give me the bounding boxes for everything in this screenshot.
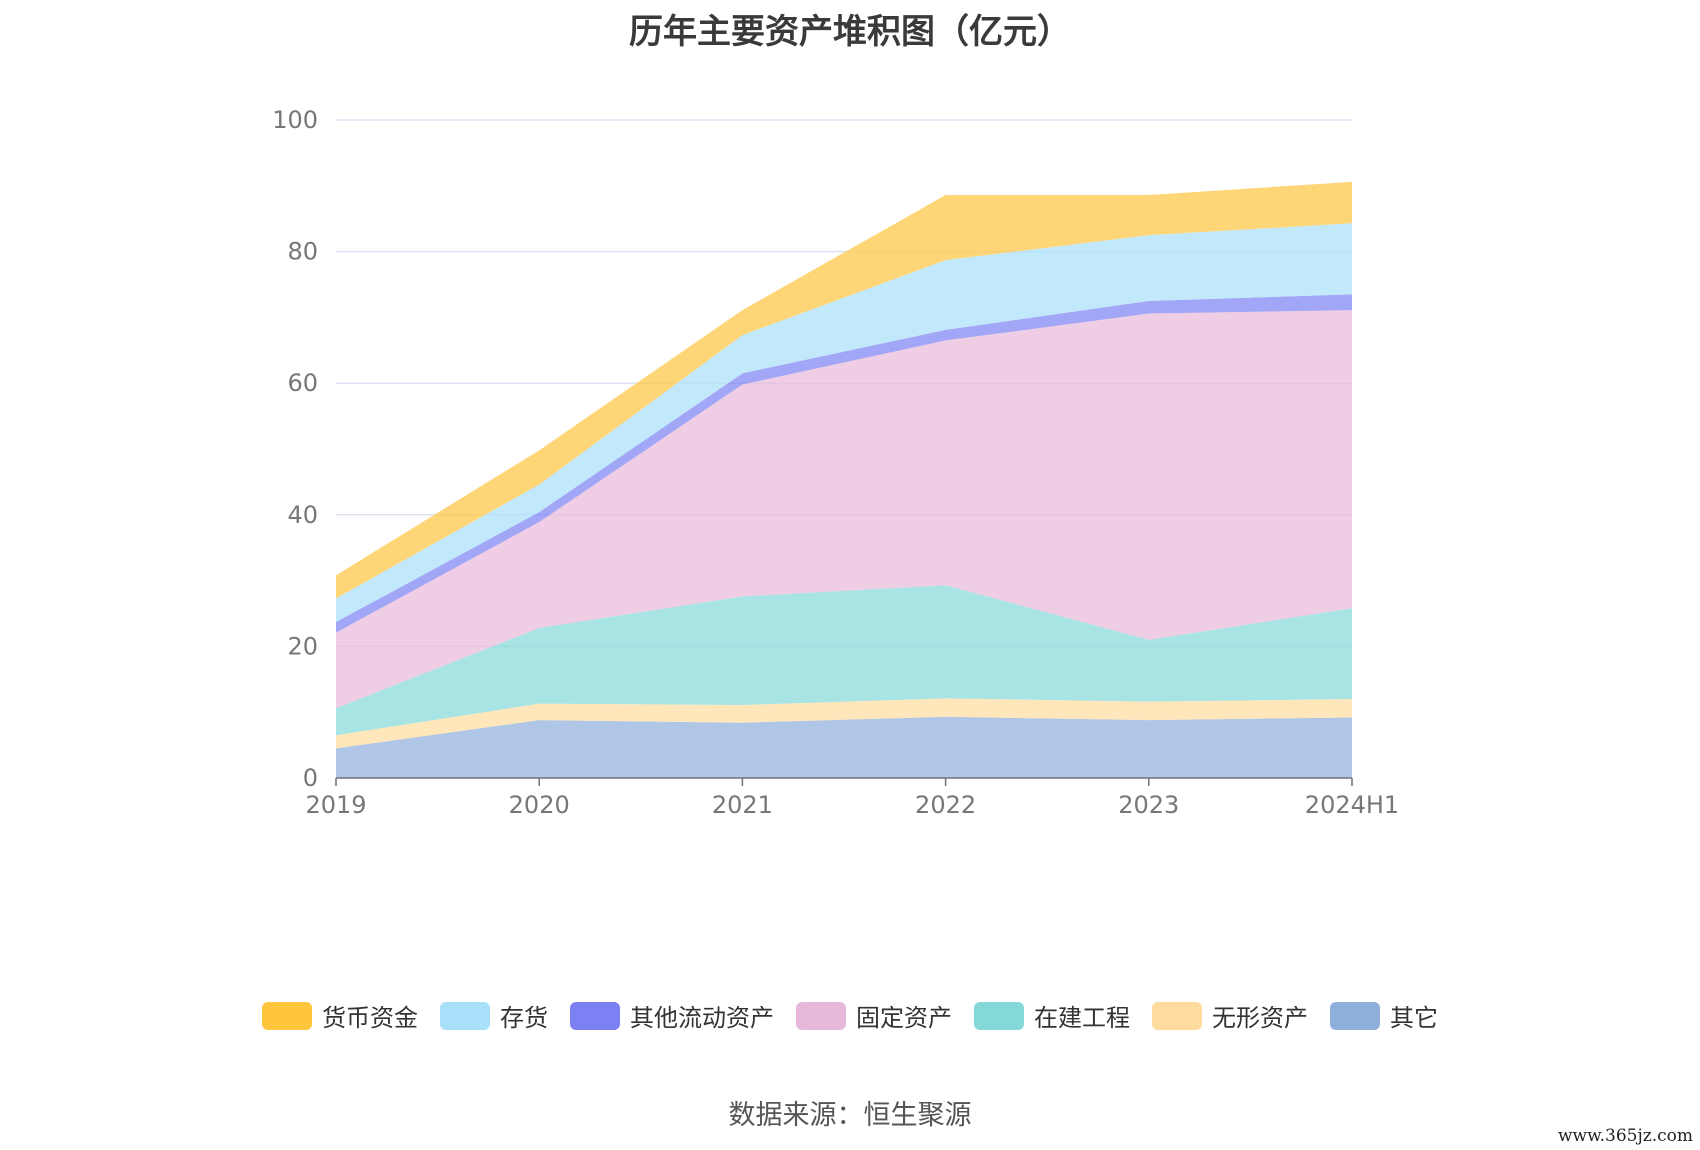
y-tick-label: 100 [272,106,318,134]
area-series [336,181,1352,778]
area-series-0 [336,716,1352,778]
legend-label: 货币资金 [322,1004,418,1032]
x-tick-label: 2021 [712,791,773,819]
legend-label: 存货 [500,1004,548,1032]
y-tick-label: 0 [303,764,318,792]
x-tick-label: 2023 [1118,791,1179,819]
legend-item[interactable]: 无形资产 [1152,998,1308,1033]
x-tick-label: 2019 [305,791,366,819]
y-tick-label: 40 [287,501,318,529]
area-series-6 [336,181,1352,599]
stacked-area-chart: 0 20 40 60 80 100 2019 2020 2021 2022 2023 2024H1 [272,106,1399,819]
x-tick-label: 2022 [915,791,976,819]
area-series-2 [336,585,1352,736]
legend-item[interactable]: 在建工程 [974,998,1130,1033]
legend-swatch [974,1001,1024,1030]
legend-swatch [262,1001,312,1030]
watermark: www.365jz.com [1555,1126,1696,1146]
legend-swatch [570,1001,620,1030]
legend-label: 固定资产 [856,1004,952,1032]
area-series-3 [336,310,1352,709]
legend-label: 其他流动资产 [630,1004,774,1032]
legend-item[interactable]: 货币资金 [262,998,418,1033]
legend-item[interactable]: 其他流动资产 [570,998,774,1033]
legend-item[interactable]: 存货 [440,998,548,1033]
y-tick-label: 80 [287,238,318,266]
y-tick-label: 20 [287,632,318,660]
source-note: 数据来源：恒生聚源 [728,1100,972,1131]
chart-title: 历年主要资产堆积图（亿元） [629,12,1071,52]
legend-label: 在建工程 [1034,1004,1130,1032]
legend-swatch [1152,1001,1202,1030]
area-series-4 [336,294,1352,633]
legend-swatch [1330,1001,1380,1030]
legend-swatch [796,1001,846,1030]
legend-item[interactable]: 固定资产 [796,998,952,1033]
legend: 货币资金 存货 其他流动资产 固定资产 在建工程 无形资产 其它 [0,998,1700,1033]
y-tick-label: 60 [287,369,318,397]
legend-label: 无形资产 [1212,1004,1308,1032]
x-tick-label: 2020 [509,791,570,819]
legend-swatch [440,1001,490,1030]
area-series-5 [336,223,1352,623]
axes: 0 20 40 60 80 100 2019 2020 2021 2022 2023 2024H1 [272,106,1399,819]
x-tick-label: 2024H1 [1305,791,1399,819]
legend-label: 其它 [1390,1004,1438,1032]
legend-item[interactable]: 其它 [1330,998,1438,1033]
area-series-1 [336,698,1352,749]
